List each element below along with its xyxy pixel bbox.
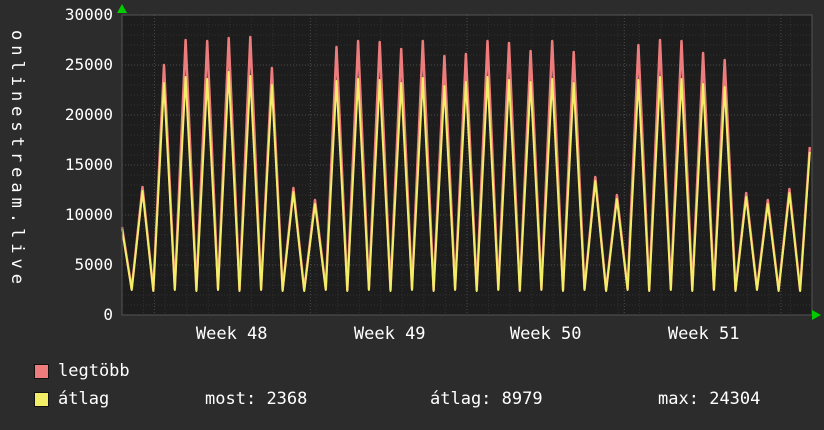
y-axis-labels: 0 5000 10000 15000 20000 25000 30000 — [65, 5, 113, 324]
y-tick-label: 20000 — [65, 105, 113, 124]
stat-atlag-label: átlag: — [430, 389, 492, 409]
x-week-label: Week 51 — [668, 324, 740, 344]
stat-most-label: most: — [205, 389, 257, 409]
stat-most-value: 2368 — [266, 389, 308, 409]
series-line-atlag — [121, 71, 811, 292]
legend-swatch-legtobb — [34, 364, 49, 379]
y-tick-label: 25000 — [65, 55, 113, 74]
axis-up-arrow-icon — [117, 4, 127, 13]
legend-row-legtobb: legtöbb — [34, 363, 130, 380]
y-tick-label: 30000 — [65, 5, 113, 24]
chart-vertical-title: onlinestream.live — [7, 30, 27, 289]
plot-border — [121, 14, 813, 316]
y-tick-label: 5000 — [74, 255, 113, 274]
y-tick-label: 15000 — [65, 155, 113, 174]
stat-atlag-value: 8979 — [501, 389, 543, 409]
stat-max-value: 24304 — [709, 389, 761, 409]
stat-max: max: 24304 — [658, 391, 760, 408]
axis-right-arrow-icon — [812, 310, 821, 320]
legend-swatch-atlag — [34, 392, 49, 407]
x-axis-labels: Week 48 Week 49 Week 50 Week 51 — [196, 324, 740, 344]
legend-label-atlag: átlag — [58, 389, 110, 409]
stat-max-label: max: — [658, 389, 699, 409]
legend-label-legtobb: legtöbb — [58, 361, 130, 381]
x-week-label: Week 50 — [510, 324, 582, 344]
stat-atlag: átlag: 8979 — [430, 391, 543, 408]
stat-most: most: 2368 — [205, 391, 307, 408]
x-week-label: Week 48 — [196, 324, 268, 344]
x-week-label: Week 49 — [354, 324, 426, 344]
legend-row-atlag: átlag — [34, 391, 109, 408]
y-tick-label: 0 — [103, 305, 113, 324]
y-tick-label: 10000 — [65, 205, 113, 224]
